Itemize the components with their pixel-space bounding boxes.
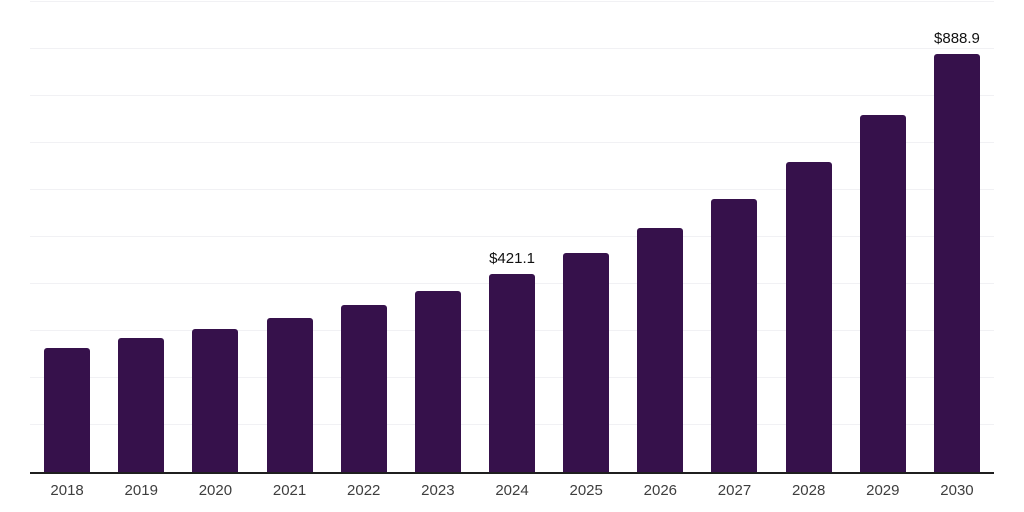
x-axis-labels: 2018 2019 2020 2021 2022 2023 2024 2025 2026 2027… (30, 482, 994, 500)
x-tick-2027: 2027 (717, 482, 752, 499)
bar-column-2028 (772, 2, 846, 472)
bar-column-2020 (178, 2, 252, 472)
gridline-700 (30, 142, 994, 143)
x-tick-2021: 2021 (272, 482, 307, 499)
bar-column-2029 (846, 2, 920, 472)
x-tick-2030: 2030 (940, 482, 974, 499)
bar-2029 (859, 114, 906, 472)
bar-2021 (266, 317, 313, 472)
bar-column-2025 (549, 2, 623, 472)
gridline-900 (30, 48, 994, 49)
gridline-500 (30, 236, 994, 237)
bar-column-2018 (30, 2, 104, 472)
value-label-2024: $421.1 (489, 250, 535, 268)
bar-column-2027 (697, 2, 771, 472)
gridline-600 (30, 189, 994, 190)
x-tick-2020: 2020 (198, 482, 233, 499)
bars-container: $421.1 $888.9 (30, 2, 994, 472)
bar-2027 (711, 198, 758, 472)
bar-2018 (44, 348, 91, 472)
bar-column-2021 (252, 2, 326, 472)
bar-column-2022 (327, 2, 401, 472)
x-tick-2022: 2022 (347, 482, 381, 499)
value-label-2030: $888.9 (934, 30, 980, 48)
bar-column-2030: $888.9 (920, 2, 994, 472)
bar-2019 (118, 338, 165, 472)
x-tick-2018: 2018 (50, 482, 84, 499)
bar-2028 (785, 161, 832, 472)
x-tick-2024: 2024 (495, 482, 529, 499)
x-tick-2026: 2026 (643, 482, 678, 499)
bar-column-2019 (104, 2, 178, 472)
gridline-800 (30, 95, 994, 96)
bar-column-2023 (401, 2, 475, 472)
plot-area: $421.1 $888.9 (30, 1, 994, 474)
bar-2023 (414, 291, 461, 472)
bar-2020 (192, 328, 239, 472)
x-tick-2023: 2023 (421, 482, 455, 499)
bar-2026 (637, 228, 684, 472)
x-tick-2019: 2019 (124, 482, 158, 499)
bar-2022 (340, 304, 387, 472)
x-tick-2028: 2028 (791, 482, 826, 499)
bar-2024 (489, 274, 536, 472)
bar-2030 (933, 54, 980, 472)
gridline-1000 (30, 1, 994, 2)
bar-column-2026 (623, 2, 697, 472)
x-tick-2025: 2025 (569, 482, 603, 499)
x-tick-2029: 2029 (866, 482, 900, 499)
bar-column-2024: $421.1 (475, 2, 549, 472)
bar-2025 (563, 253, 610, 472)
